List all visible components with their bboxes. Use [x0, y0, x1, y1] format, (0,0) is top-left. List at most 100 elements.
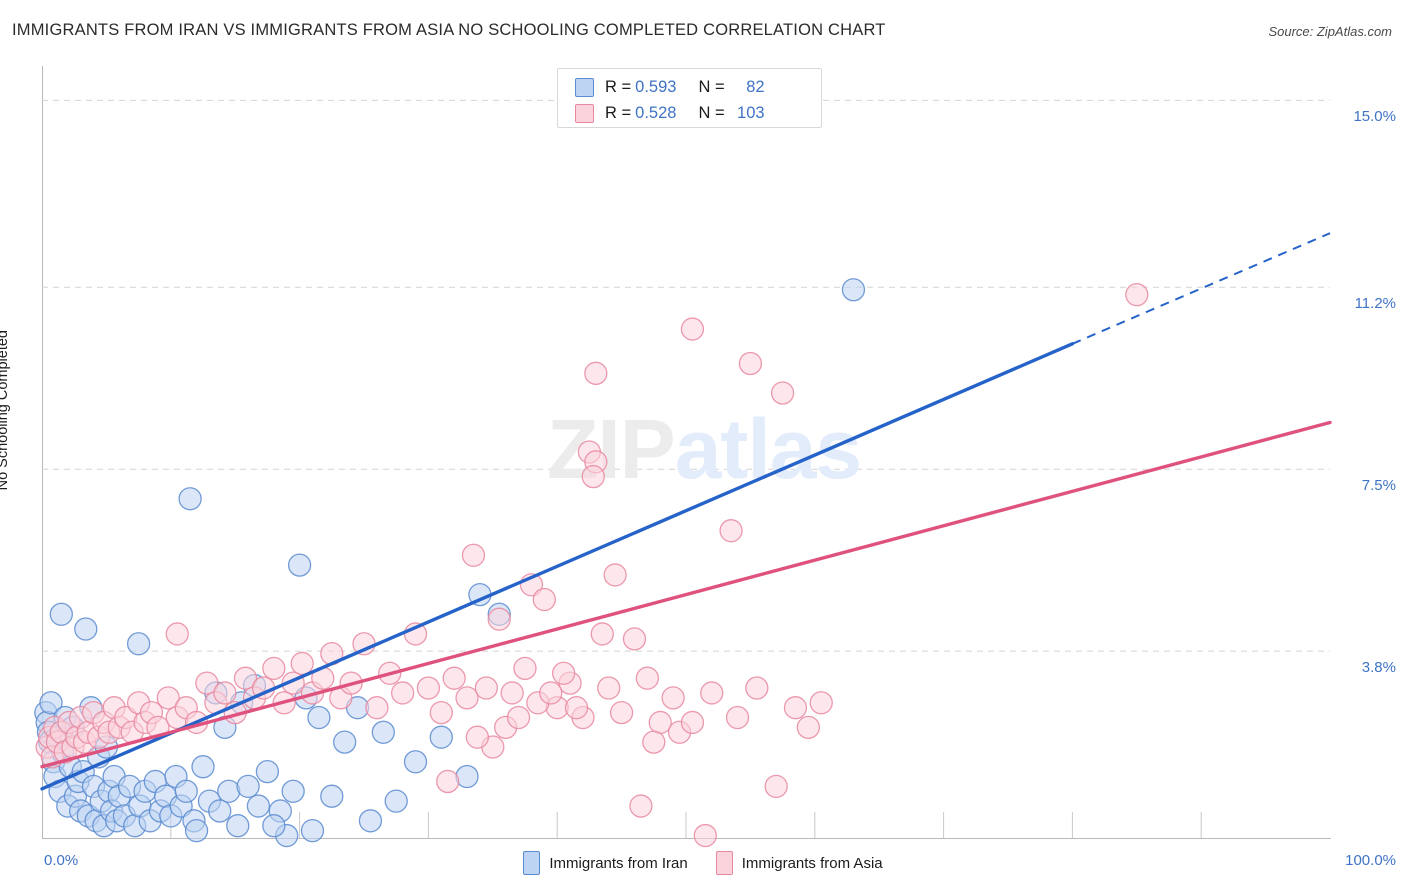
x-axis-min-label: 0.0%: [44, 852, 79, 869]
data-point: [300, 818, 325, 843]
data-point: [796, 715, 821, 740]
data-point: [700, 681, 724, 705]
data-point: [217, 779, 241, 803]
data-point: [74, 617, 98, 641]
data-point: [287, 553, 312, 577]
data-point: [680, 710, 705, 735]
data-point: [770, 381, 795, 405]
stats-n-label-asia: N =: [698, 103, 725, 122]
data-point: [178, 487, 202, 511]
legend-chip-asia: [715, 851, 733, 875]
legend-label-asia: Immigrants from Asia: [741, 854, 883, 872]
data-point: [597, 676, 621, 700]
data-point: [629, 794, 653, 818]
data-point: [184, 818, 209, 843]
data-point: [551, 661, 576, 685]
data-point: [49, 602, 73, 626]
stats-r-value-asia: 0.528: [635, 103, 677, 122]
data-point: [403, 750, 428, 774]
series-immigrants-from-iran: [34, 278, 866, 848]
data-point: [725, 705, 750, 730]
data-point: [500, 681, 524, 705]
data-point: [719, 519, 743, 543]
data-point: [416, 676, 441, 700]
data-point: [213, 681, 237, 705]
x-axis-line: [42, 838, 1331, 839]
data-point: [236, 774, 260, 799]
data-point: [390, 681, 415, 705]
data-point: [603, 563, 627, 587]
data-point: [783, 696, 808, 720]
data-point: [455, 764, 479, 789]
data-point: [648, 710, 672, 735]
data-point: [429, 700, 453, 725]
data-point: [255, 759, 280, 784]
stats-n-value-iran: 82: [746, 77, 765, 96]
stats-swatch-asia: [575, 103, 594, 123]
data-point: [233, 666, 258, 690]
data-point: [745, 676, 769, 700]
data-point: [590, 622, 614, 646]
data-point: [513, 656, 537, 681]
data-point: [436, 769, 460, 794]
data-point: [539, 681, 563, 705]
data-point: [195, 671, 219, 695]
x-axis-max-label: 100.0%: [1345, 852, 1396, 869]
data-point: [371, 720, 395, 744]
data-point: [564, 696, 589, 720]
data-point: [174, 779, 198, 803]
data-point: [126, 632, 151, 656]
trendline: [40, 342, 1075, 791]
data-point: [208, 799, 232, 823]
data-point: [581, 464, 605, 489]
data-point: [474, 676, 499, 700]
data-point: [333, 730, 357, 754]
data-point: [809, 691, 833, 715]
y-axis-tick-label: 11.2%: [1354, 295, 1396, 313]
data-point: [165, 622, 189, 646]
data-point: [281, 779, 305, 803]
data-point: [764, 774, 788, 799]
data-point: [358, 809, 383, 833]
y-axis-title: No Schooling Completed: [0, 330, 11, 491]
data-point: [429, 725, 453, 749]
series-legend: Immigrants from Iran Immigrants from Asi…: [0, 851, 1406, 875]
data-point: [609, 700, 634, 725]
trendline: [40, 420, 1332, 769]
legend-item-asia[interactable]: Immigrants from Asia: [715, 851, 883, 875]
data-point: [307, 705, 331, 730]
data-point: [635, 666, 660, 690]
legend-item-iran[interactable]: Immigrants from Iran: [523, 851, 688, 875]
data-point: [622, 627, 647, 651]
stats-row-asia: R = 0.528 N = 103: [575, 100, 765, 126]
data-point: [320, 784, 344, 808]
stats-swatch-iran: [575, 77, 594, 97]
data-point: [841, 278, 866, 302]
data-point: [262, 656, 286, 681]
data-point: [1125, 282, 1149, 307]
plot-area: ZIPatlas: [34, 66, 1332, 848]
data-point: [642, 730, 666, 754]
data-point: [246, 794, 271, 818]
data-point: [738, 351, 763, 376]
stats-n-value-asia: 103: [737, 103, 765, 122]
data-point: [661, 686, 685, 710]
y-axis-tick-label: 3.8%: [1361, 659, 1396, 677]
stats-r-label-asia: R =: [605, 103, 632, 122]
correlation-stats-box: R = 0.593 N = 82 R = 0.528 N = 103: [557, 68, 822, 128]
data-point: [465, 725, 489, 749]
data-point: [384, 789, 408, 813]
data-point: [365, 696, 389, 720]
data-point: [461, 543, 486, 567]
legend-chip-iran: [523, 851, 541, 875]
data-point: [226, 814, 250, 838]
source-attribution: Source: ZipAtlas.com: [1268, 24, 1392, 39]
y-axis-line: [42, 66, 43, 838]
data-point: [455, 686, 479, 710]
data-point: [39, 691, 63, 715]
data-point: [262, 814, 286, 838]
page-title: IMMIGRANTS FROM IRAN VS IMMIGRANTS FROM …: [12, 21, 886, 39]
data-point: [693, 823, 717, 848]
legend-label-iran: Immigrants from Iran: [549, 854, 688, 872]
